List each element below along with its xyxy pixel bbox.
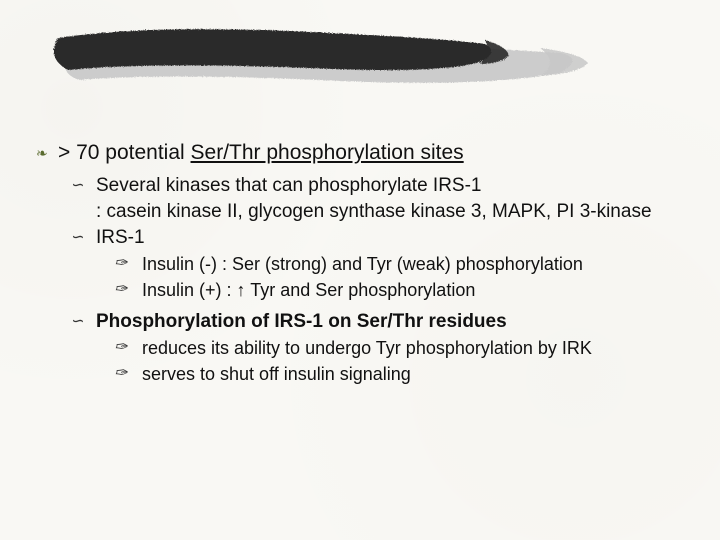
sub-item-text: reduces its ability to undergo Tyr phosp… xyxy=(142,336,592,360)
list-item: ∽ Phosphorylation of IRS-1 on Ser/Thr re… xyxy=(70,310,700,334)
sub-list-item: ✑ serves to shut off insulin signaling xyxy=(114,362,700,386)
item-text-bold: Phosphorylation of IRS-1 on Ser/Thr resi… xyxy=(96,310,507,334)
slide-content: ❧ > 70 potential Ser/Thr phosphorylation… xyxy=(36,140,700,388)
main-heading-row: ❧ > 70 potential Ser/Thr phosphorylation… xyxy=(36,140,700,166)
list-item: ∽ Several kinases that can phosphorylate… xyxy=(70,174,700,198)
main-prefix: > 70 potential xyxy=(58,141,191,164)
pen-bullet-icon: ✑ xyxy=(114,336,142,360)
sub-item-text: Insulin (-) : Ser (strong) and Tyr (weak… xyxy=(142,252,583,276)
pen-bullet-icon: ✑ xyxy=(114,252,142,276)
sub-item-text: Insulin (+) : ↑ Tyr and Ser phosphorylat… xyxy=(142,278,475,302)
pen-bullet-icon: ✑ xyxy=(114,362,142,386)
item-text: IRS-1 xyxy=(96,226,145,250)
swirl-bullet-icon: ∽ xyxy=(70,174,96,198)
main-heading: > 70 potential Ser/Thr phosphorylation s… xyxy=(58,140,464,166)
main-underlined: Ser/Thr phosphorylation sites xyxy=(191,141,464,164)
pen-bullet-icon: ✑ xyxy=(114,278,142,302)
sub-item-text: serves to shut off insulin signaling xyxy=(142,362,411,386)
sub-list-item: ✑ reduces its ability to undergo Tyr pho… xyxy=(114,336,700,360)
sub-list-item: ✑ Insulin (+) : ↑ Tyr and Ser phosphoryl… xyxy=(114,278,700,302)
leaf-bullet-icon: ❧ xyxy=(36,140,58,166)
sub-list-item: ✑ Insulin (-) : Ser (strong) and Tyr (we… xyxy=(114,252,700,276)
swirl-bullet-icon: ∽ xyxy=(70,310,96,334)
list-item: ∽ IRS-1 xyxy=(70,226,700,250)
item-text: Several kinases that can phosphorylate I… xyxy=(96,174,482,198)
swirl-bullet-icon: ∽ xyxy=(70,226,96,250)
item-continuation: : casein kinase II, glycogen synthase ki… xyxy=(96,200,700,224)
